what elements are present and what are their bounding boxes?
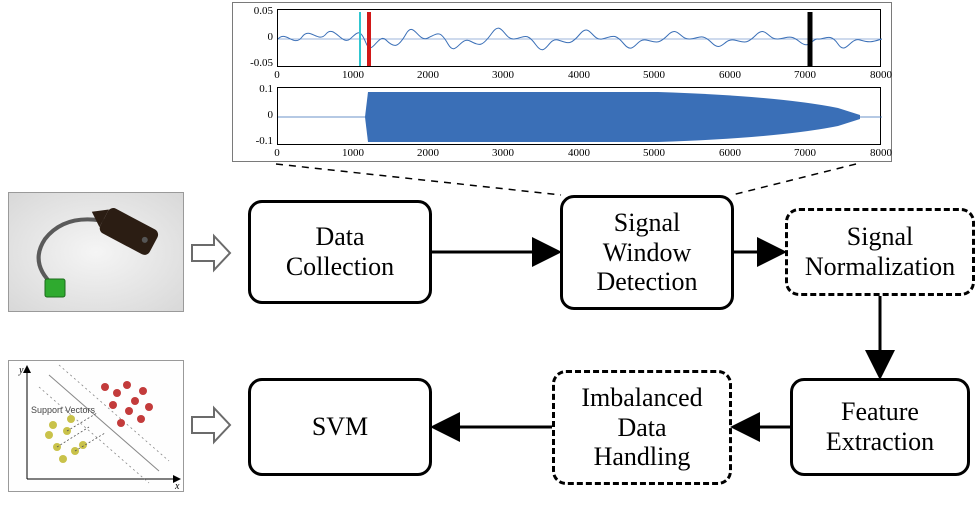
plot1-xtick: 8000 [861,69,901,81]
box-label: Signal Normalization [805,222,955,282]
box-label: Data Collection [286,222,394,282]
plot1-xtick: 2000 [408,69,448,81]
box-label: Imbalanced Data Handling [581,383,702,473]
plot2-xtick: 6000 [710,147,750,159]
device-image [8,192,184,312]
plot2-xtick: 3000 [483,147,523,159]
box-imbalanced-data-handling: Imbalanced Data Handling [552,370,732,485]
plot1-xtick: 6000 [710,69,750,81]
box-svm: SVM [248,378,432,476]
waveform-2-svg [278,88,882,146]
plot2-xtick: 8000 [861,147,901,159]
signal-plot-1 [277,9,881,67]
box-label: SVM [312,412,368,442]
plot2-ytick: -0.1 [237,135,273,147]
box-data-collection: Data Collection [248,200,432,304]
svg-text:x: x [174,481,180,492]
plot1-xtick: 1000 [333,69,373,81]
plot2-xtick: 4000 [559,147,599,159]
class-b [45,415,87,463]
plot2-xtick: 7000 [785,147,825,159]
signal-plot-2 [277,87,881,145]
plot2-xtick: 5000 [634,147,674,159]
box-signal-normalization: Signal Normalization [785,208,975,296]
hollow-arrow-icon [190,232,232,274]
scatter-legend: Support Vectors [31,405,95,415]
plot2-ytick: 0.1 [237,83,273,95]
diagram-root: 0.05 0 -0.05 0 1000 2000 3000 4000 5000 … [0,0,980,511]
plot1-ytick: 0.05 [237,5,273,17]
svm-scatter-svg: y x [9,361,185,493]
svm-scatter-image: y x [8,360,184,492]
plot2-xtick: 0 [257,147,297,159]
plot2-ytick: 0 [237,109,273,121]
plot1-xtick: 7000 [785,69,825,81]
plot1-xtick: 0 [257,69,297,81]
plot1-xtick: 3000 [483,69,523,81]
signal-panel: 0.05 0 -0.05 0 1000 2000 3000 4000 5000 … [232,2,892,162]
svg-text:y: y [18,365,24,376]
plot1-ytick: 0 [237,31,273,43]
plot1-xtick: 4000 [559,69,599,81]
waveform-1-svg [278,10,882,68]
plot2-xtick: 1000 [333,147,373,159]
device-svg [9,193,185,313]
hollow-arrow-icon [190,404,232,446]
class-a [101,381,153,427]
plot1-xtick: 5000 [634,69,674,81]
plot2-xtick: 2000 [408,147,448,159]
box-feature-extraction: Feature Extraction [790,378,970,476]
box-signal-window-detection: Signal Window Detection [560,195,734,310]
plot1-ytick: -0.05 [237,57,273,69]
box-label: Feature Extraction [826,397,934,457]
box-label: Signal Window Detection [596,208,697,298]
